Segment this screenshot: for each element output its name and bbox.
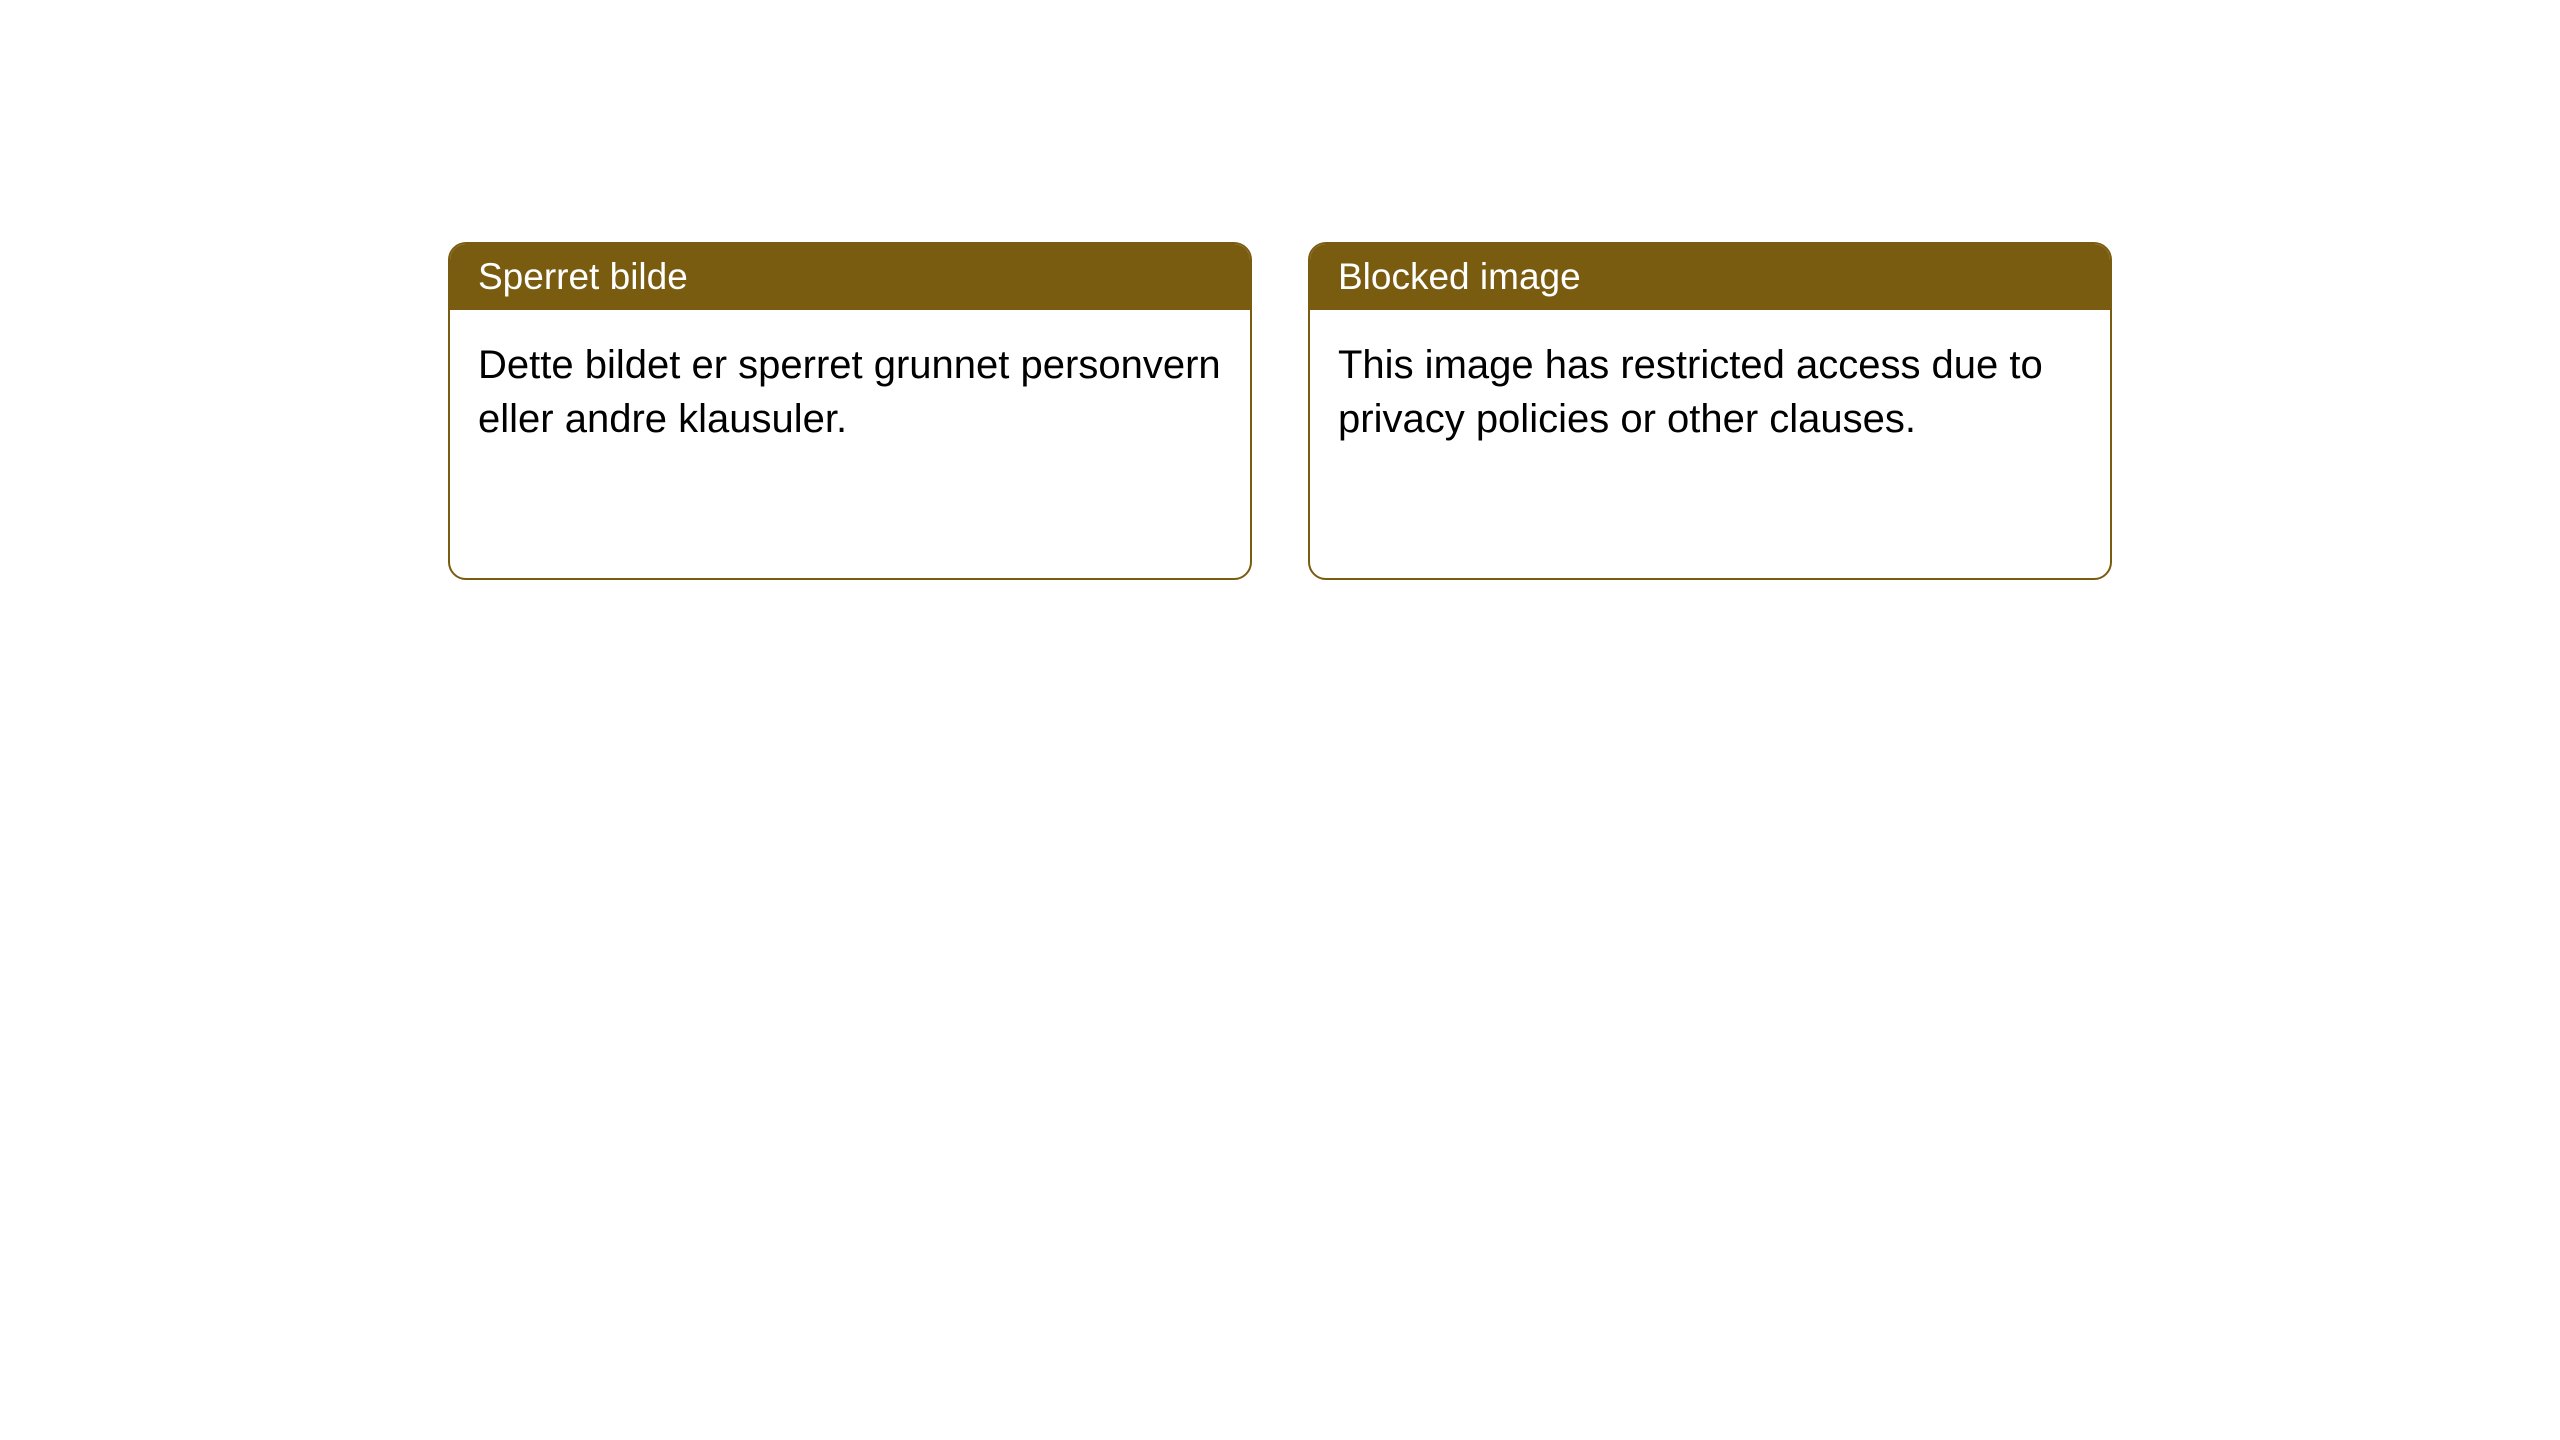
notice-card-english: Blocked image This image has restricted …: [1308, 242, 2112, 580]
notice-card-norwegian: Sperret bilde Dette bildet er sperret gr…: [448, 242, 1252, 580]
card-header: Blocked image: [1310, 244, 2110, 310]
card-body: Dette bildet er sperret grunnet personve…: [450, 310, 1250, 474]
notice-container: Sperret bilde Dette bildet er sperret gr…: [448, 242, 2112, 580]
card-body: This image has restricted access due to …: [1310, 310, 2110, 474]
card-header: Sperret bilde: [450, 244, 1250, 310]
